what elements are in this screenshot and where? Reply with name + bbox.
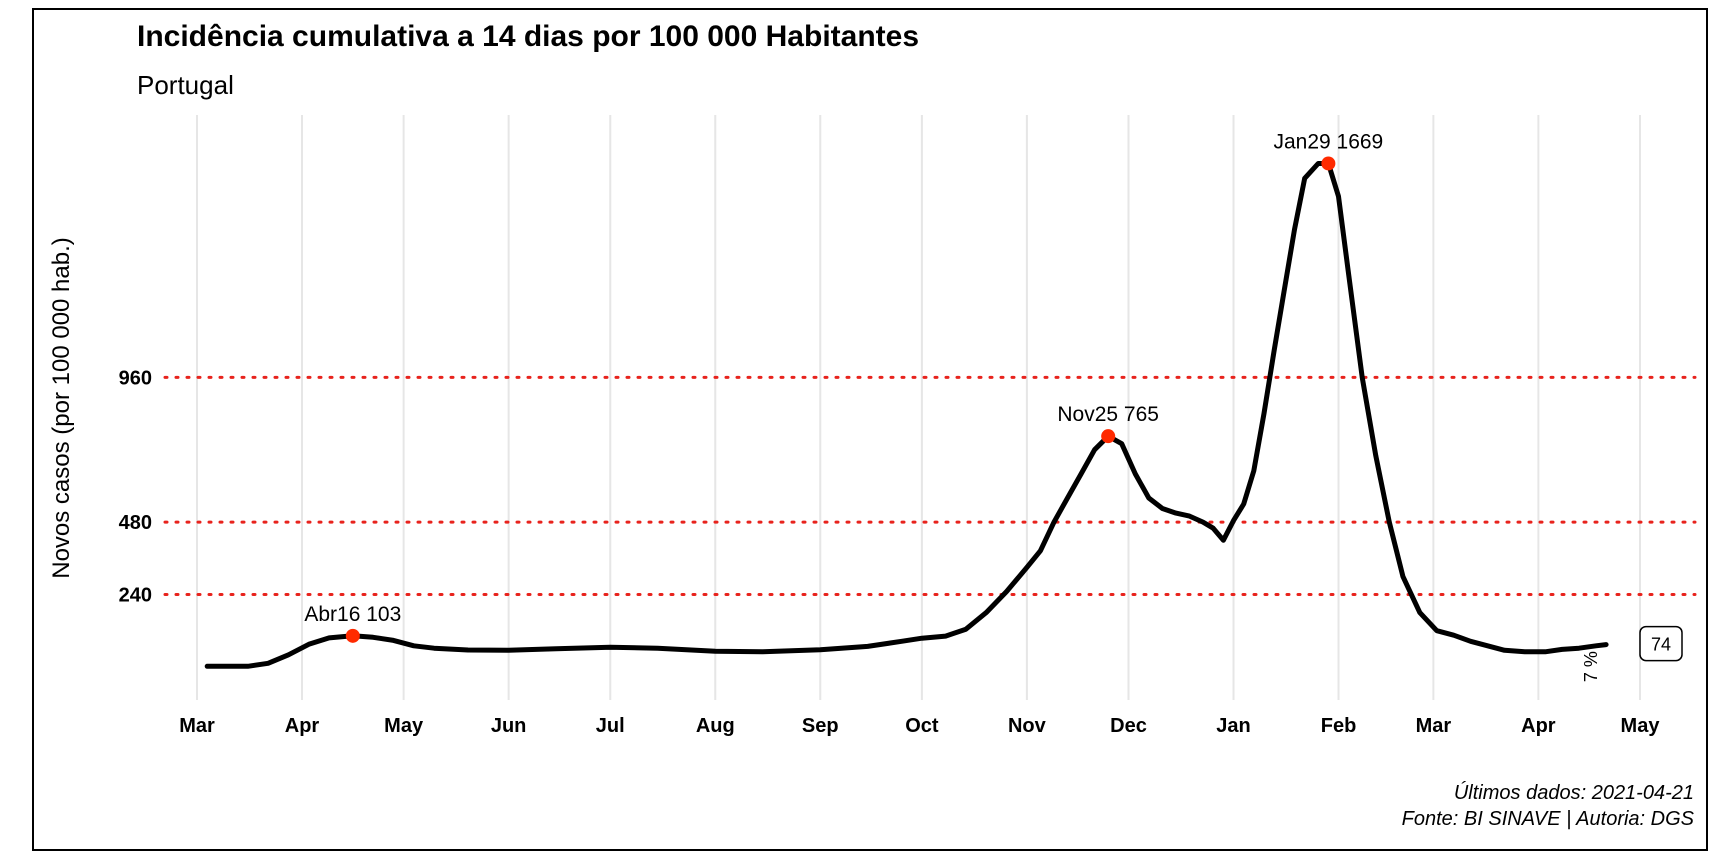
x-tick-label: Jan [1216,715,1250,737]
end-value-label: 74 [1651,635,1671,655]
y-tick-label: 240 [119,585,152,607]
peak-label: Jan29 1669 [1273,130,1383,153]
x-tick-label: Sep [802,715,839,737]
peak-annotations: Abr16 103 Nov25 765 Jan29 1669 [304,130,1383,643]
x-tick-label: May [384,715,424,737]
series-layer [204,161,1609,669]
peak-point [1101,429,1116,444]
x-tick-label: Jun [491,715,527,737]
end-value-sublabel: 7 % [1581,651,1601,682]
end-value-marker: 74 7 % [1581,625,1683,682]
caption-last-data: Últimos dados: 2021-04-21 [1453,782,1694,804]
x-tick-label: Mar [179,715,215,737]
x-tick-label: Apr [285,715,320,737]
peak-point [1321,156,1336,171]
y-tick-label: 960 [119,367,152,389]
x-tick-label: Oct [905,715,939,737]
x-tick-label: Dec [1110,715,1147,737]
x-tick-label: Feb [1321,715,1357,737]
chart-frame [32,8,1708,851]
x-tick-label: Apr [1521,715,1556,737]
caption-source: Fonte: BI SINAVE | Autoria: DGS [1401,808,1694,830]
x-tick-label: Nov [1008,715,1047,737]
x-tick-label: Mar [1416,715,1452,737]
x-tick-label: Aug [696,715,735,737]
peak-label: Nov25 765 [1057,403,1159,426]
peak-point [345,628,360,643]
end-value-box [1639,625,1683,662]
x-axis-ticks: Mar Apr May Jun Jul Aug Sep Oct Nov Dec Jan Feb Mar A… [179,715,1660,737]
vertical-gridlines [196,115,1641,700]
peak-label: Abr16 103 [304,603,401,626]
chart-subtitle: Portugal [137,70,234,100]
chart-title: Incidência cumulativa a 14 dias por 100 … [137,20,920,53]
x-tick-label: Jul [596,715,625,737]
y-axis-label: Novos casos (por 100 000 hab.) [48,237,75,579]
y-axis-ticks: 240 480 960 [119,367,152,606]
x-tick-label: May [1621,715,1661,737]
y-tick-label: 480 [119,512,152,534]
reference-lines [163,375,1697,597]
series-line [204,161,1609,669]
